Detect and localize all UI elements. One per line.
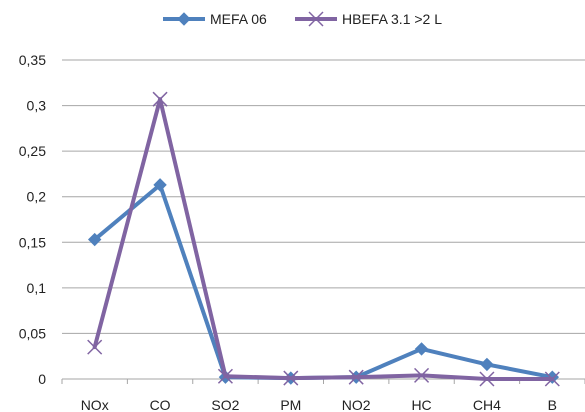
x-tick-label: PM xyxy=(280,397,301,412)
x-tick-label: NOx xyxy=(81,397,109,412)
data-point-marker xyxy=(283,370,299,386)
data-point-marker xyxy=(152,91,168,107)
legend-item: HBEFA 3.1 >2 L xyxy=(295,11,442,27)
x-tick-label: CO xyxy=(150,397,171,412)
y-tick-label: 0,15 xyxy=(19,234,46,250)
data-point-marker xyxy=(348,369,364,385)
data-point-marker xyxy=(153,178,167,192)
data-point-marker xyxy=(414,342,429,356)
data-point-marker xyxy=(480,357,494,372)
y-tick-label: 0,25 xyxy=(19,143,46,159)
legend-item: MEFA 06 xyxy=(163,11,267,27)
x-tick-label: CH4 xyxy=(473,397,501,412)
x-tick-label: NO2 xyxy=(342,397,371,412)
series-line xyxy=(92,97,555,381)
series-1 xyxy=(87,178,560,385)
data-point-marker xyxy=(217,368,233,384)
chart-series xyxy=(87,91,560,387)
legend-label: HBEFA 3.1 >2 L xyxy=(342,11,442,27)
legend-label: MEFA 06 xyxy=(210,11,267,27)
y-tick-label: 0,3 xyxy=(27,98,47,114)
data-point-marker xyxy=(414,367,430,383)
legend-marker xyxy=(308,11,324,27)
series-line xyxy=(92,182,555,381)
data-point-marker xyxy=(544,371,560,387)
y-axis-tick-labels: 0 0,05 0,1 0,15 0,2 0,25 0,3 0,35 xyxy=(19,52,46,387)
legend-marker xyxy=(177,12,191,26)
x-axis-tick-labels: NOx CO SO2 PM NO2 HC CH4 B xyxy=(81,397,557,412)
chart-legend: MEFA 06 HBEFA 3.1 >2 L xyxy=(163,11,442,27)
y-tick-label: 0,2 xyxy=(27,189,47,205)
x-tick-label: B xyxy=(548,397,557,412)
y-tick-label: 0 xyxy=(38,371,46,387)
series-2 xyxy=(87,91,560,387)
data-point-marker xyxy=(87,232,102,247)
y-tick-label: 0,05 xyxy=(19,325,46,341)
y-tick-label: 0,35 xyxy=(19,52,46,68)
data-point-marker xyxy=(479,371,495,387)
data-point-marker xyxy=(87,339,103,355)
chart-gridlines xyxy=(62,59,585,334)
x-tick-label: HC xyxy=(411,397,431,412)
y-tick-label: 0,1 xyxy=(27,280,47,296)
x-tick-label: SO2 xyxy=(211,397,239,412)
